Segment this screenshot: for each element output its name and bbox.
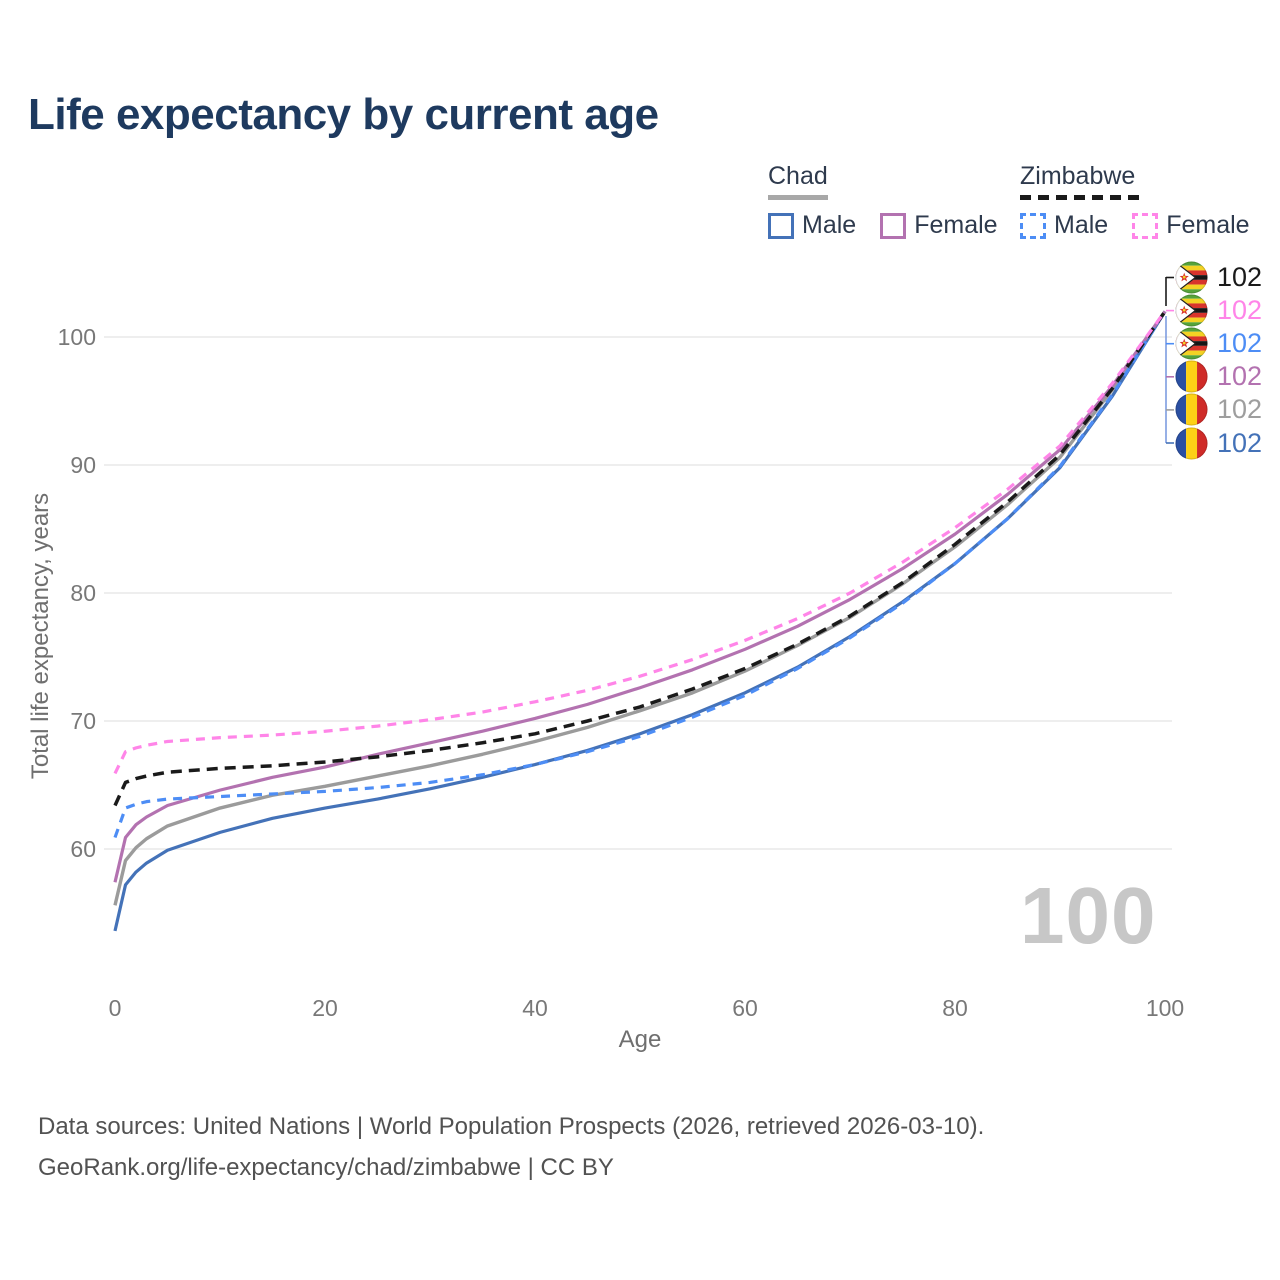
chad-female-swatch-icon bbox=[880, 212, 907, 239]
legend-item-chad-female[interactable]: Female bbox=[880, 211, 998, 240]
legend-heading-chad[interactable]: Chad bbox=[768, 162, 998, 200]
y-tick-label: 90 bbox=[70, 452, 96, 478]
y-tick-label: 60 bbox=[70, 836, 96, 862]
series-line-chad-female[interactable] bbox=[113, 310, 1167, 883]
end-label-chad-total: 102 bbox=[1175, 393, 1262, 426]
chad-flag-icon bbox=[1175, 426, 1208, 460]
age-counter-watermark: 100 bbox=[1020, 871, 1157, 960]
legend-heading-chad-label: Chad bbox=[768, 162, 828, 190]
footer-link-line: GeoRank.org/life-expectancy/chad/zimbabw… bbox=[38, 1154, 614, 1181]
chad-male-swatch-icon bbox=[768, 212, 794, 239]
series-line-zimbabwe-total[interactable] bbox=[113, 310, 1167, 807]
legend-item-zimbabwe-female[interactable]: Female bbox=[1132, 211, 1250, 240]
end-label-zimbabwe-female: 102 bbox=[1175, 294, 1262, 327]
zimbabwe-female-swatch-icon bbox=[1132, 212, 1159, 239]
x-tick-label: 20 bbox=[312, 995, 338, 1021]
y-tick-label: 70 bbox=[70, 708, 96, 734]
x-tick-label: 80 bbox=[942, 995, 968, 1021]
y-tick-label: 80 bbox=[70, 580, 96, 606]
legend-heading-zimbabwe-label: Zimbabwe bbox=[1020, 162, 1136, 190]
legend-item-label: Male bbox=[1054, 211, 1109, 239]
series-line-chad-total[interactable] bbox=[113, 310, 1167, 906]
legend-item-chad-male[interactable]: Male bbox=[768, 211, 856, 240]
zimbabwe-flag-icon bbox=[1175, 327, 1208, 360]
series-line-zimbabwe-female[interactable] bbox=[113, 310, 1167, 775]
footer-sources-line: Data sources: United Nations | World Pop… bbox=[38, 1113, 985, 1140]
end-label-zimbabwe-male: 102 bbox=[1175, 327, 1262, 360]
series-line-zimbabwe-male[interactable] bbox=[113, 310, 1167, 839]
end-label-chad-male: 102 bbox=[1175, 426, 1263, 460]
x-tick-label: 100 bbox=[1146, 995, 1184, 1021]
x-tick-label: 0 bbox=[109, 995, 122, 1021]
y-tick-label: 100 bbox=[58, 324, 96, 350]
end-label-value: 102 bbox=[1217, 262, 1263, 292]
end-label-value: 102 bbox=[1217, 427, 1263, 458]
end-label-zimbabwe-total: 102 bbox=[1175, 261, 1262, 294]
legend-heading-zimbabwe[interactable]: Zimbabwe bbox=[1020, 162, 1250, 200]
zimbabwe-flag-icon bbox=[1175, 294, 1208, 327]
legend-item-label: Female bbox=[1166, 211, 1250, 239]
zimbabwe-flag-icon bbox=[1175, 261, 1208, 294]
chad-flag-icon bbox=[1175, 393, 1208, 426]
y-axis-title: Total life expectancy, years bbox=[27, 492, 54, 780]
series-line-chad-male[interactable] bbox=[113, 310, 1167, 932]
legend-item-zimbabwe-male[interactable]: Male bbox=[1020, 211, 1108, 240]
legend-item-label: Female bbox=[914, 211, 998, 239]
legend-item-label: Male bbox=[802, 211, 857, 239]
end-label-value: 102 bbox=[1217, 328, 1263, 359]
x-axis-title: Age bbox=[618, 1026, 662, 1053]
end-label-value: 102 bbox=[1217, 394, 1263, 425]
chad-flag-icon bbox=[1175, 360, 1208, 393]
end-label-chad-female: 102 bbox=[1175, 360, 1262, 393]
x-tick-label: 60 bbox=[732, 995, 758, 1021]
legend-items-zimbabwe: Male Female bbox=[1020, 211, 1250, 240]
x-tick-label: 40 bbox=[522, 995, 548, 1021]
zimbabwe-line-swatch bbox=[1020, 195, 1142, 200]
legend-items-chad: Male Female bbox=[768, 211, 998, 240]
page-title: Life expectancy by current age bbox=[28, 90, 659, 139]
legend-group-zimbabwe: Zimbabwe Male Female bbox=[1020, 162, 1250, 240]
chad-line-swatch bbox=[768, 195, 828, 200]
end-label-value: 102 bbox=[1217, 361, 1263, 392]
legend-group-chad: Chad Male Female bbox=[768, 162, 998, 240]
footer: Data sources: United Nations | World Pop… bbox=[38, 1106, 984, 1188]
end-label-value: 102 bbox=[1217, 295, 1263, 326]
zimbabwe-male-swatch-icon bbox=[1020, 212, 1046, 239]
